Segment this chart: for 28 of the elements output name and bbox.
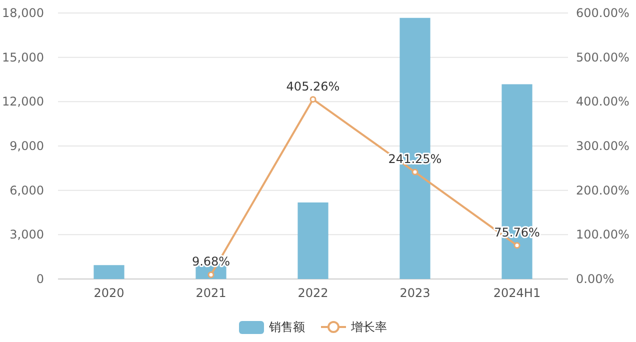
x-tick-label: 2020 bbox=[94, 286, 124, 300]
point bbox=[514, 242, 520, 249]
y-tick-label: 15,000 bbox=[2, 50, 44, 64]
y2-tick-label: 600.00% bbox=[576, 6, 630, 20]
y2-tick-label: 300.00% bbox=[576, 139, 630, 153]
y-tick-label: 0 bbox=[36, 272, 44, 286]
x-tick-label: 2021 bbox=[196, 286, 226, 300]
x-tick-label: 2023 bbox=[400, 286, 430, 300]
point bbox=[412, 168, 418, 176]
bar bbox=[94, 265, 124, 279]
legend-label: 销售额 bbox=[268, 320, 305, 334]
y-tick-label: 3,000 bbox=[10, 228, 44, 242]
y2-tick-label: 500.00% bbox=[576, 50, 630, 64]
legend-label: 增长率 bbox=[350, 320, 387, 334]
point bbox=[310, 96, 316, 103]
bar bbox=[298, 202, 328, 279]
point bbox=[208, 271, 214, 278]
y-tick-label: 9,000 bbox=[10, 139, 44, 153]
y2-tick-label: 200.00% bbox=[576, 183, 630, 198]
y2-tick-label: 100.00% bbox=[576, 228, 630, 242]
y2-tick-label: 400.00% bbox=[576, 94, 630, 109]
y-tick-label: 18,000 bbox=[2, 6, 44, 20]
data-label: 405.26% bbox=[286, 79, 340, 94]
y-tick-label: 12,000 bbox=[2, 94, 44, 109]
y-tick-label: 6,000 bbox=[10, 183, 44, 198]
x-tick-label: 2024H1 bbox=[493, 286, 541, 300]
x-tick-label: 2022 bbox=[298, 286, 328, 300]
y2-tick-label: 0.00% bbox=[576, 272, 614, 286]
